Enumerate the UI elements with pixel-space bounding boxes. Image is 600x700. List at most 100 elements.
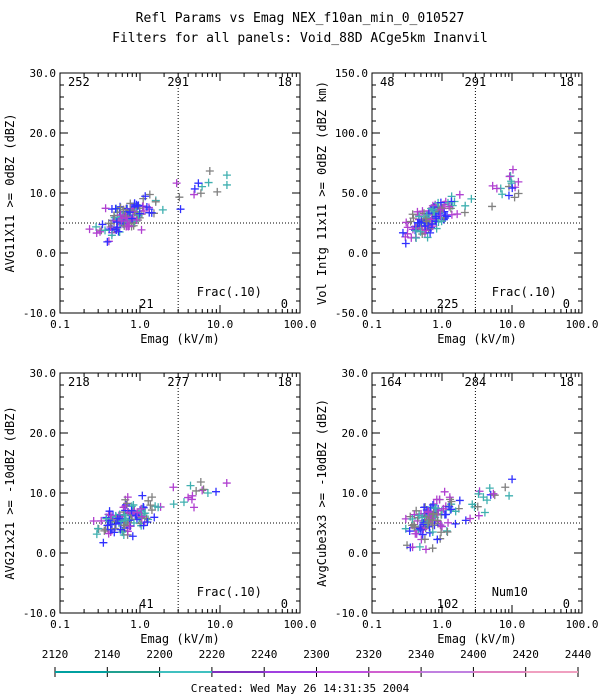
scatter-point: [445, 202, 454, 211]
y-tick-label: 30.0: [342, 367, 369, 380]
scatter-point: [488, 181, 497, 190]
count-top-left: 48: [380, 75, 394, 89]
scatter-point: [409, 214, 418, 223]
scatter-point: [158, 205, 167, 214]
scatter-point: [461, 516, 470, 525]
scatter-point: [204, 178, 213, 187]
scatter-point: [439, 504, 448, 513]
scatter-point: [433, 516, 442, 525]
scatter-point: [199, 485, 208, 494]
count-top-mid: 284: [465, 375, 487, 389]
scatter-point: [85, 225, 94, 234]
scatter-point: [121, 515, 130, 524]
scatter-point: [428, 219, 437, 228]
x-tick-label: 0.1: [362, 318, 382, 331]
scatter-point: [423, 233, 432, 242]
scatter-point: [451, 507, 460, 516]
scatter-point: [203, 489, 212, 498]
scatter-point: [147, 506, 156, 515]
scatter-point: [222, 479, 231, 488]
scatter-point: [480, 508, 489, 517]
colorbar-tick-label: 2140: [94, 648, 121, 661]
x-tick-label: 100.0: [283, 618, 316, 631]
y-tick-label: 20.0: [30, 427, 57, 440]
colorbar-tick-label: 2120: [42, 648, 69, 661]
scatter-point: [447, 497, 456, 506]
scatter-point: [143, 517, 152, 526]
scatter-point: [107, 231, 116, 240]
panel-annotation: Frac(.10): [492, 285, 557, 299]
x-axis-label: Emag (kV/m): [140, 332, 219, 346]
scatter-point: [473, 502, 482, 511]
scatter-point: [428, 521, 437, 530]
scatter-point: [139, 521, 148, 530]
x-axis-label: Emag (kV/m): [437, 332, 516, 346]
scatter-point: [446, 204, 455, 213]
figure-title: Refl Params vs Emag NEX_f10an_min_0_0105…: [136, 11, 465, 26]
scatter-point: [175, 193, 184, 202]
scatter-point: [99, 538, 108, 547]
scatter-point: [146, 501, 155, 510]
scatter-point: [468, 500, 477, 509]
scatter-point: [445, 493, 454, 502]
scatter-point: [184, 493, 193, 502]
scatter-point: [113, 514, 122, 523]
count-top-right: 18: [560, 75, 574, 89]
scatter-point: [425, 522, 434, 531]
x-tick-label: 1.0: [130, 618, 150, 631]
y-tick-label: 30.0: [30, 67, 57, 80]
scatter-point: [135, 209, 144, 218]
scatter-point: [410, 522, 419, 531]
colorbar-tick-label: 2300: [303, 648, 330, 661]
y-tick-label: -10.0: [23, 607, 56, 620]
scatter-point: [402, 218, 411, 227]
scatter-point: [127, 506, 136, 515]
count-bottom-left: 225: [437, 297, 459, 311]
scatter-point: [128, 532, 137, 541]
plot-frame: [59, 372, 301, 614]
scatter-point: [415, 542, 424, 551]
scatter-point: [408, 210, 417, 219]
colorbar-tick-label: 2220: [199, 648, 226, 661]
scatter-point: [169, 500, 178, 509]
scatter-point: [489, 489, 498, 498]
y-tick-label: 0.0: [36, 247, 56, 260]
count-bottom-left: 21: [139, 297, 153, 311]
scatter-point: [176, 205, 185, 214]
scatter-point: [103, 521, 112, 530]
scatter-point: [144, 496, 153, 505]
count-top-mid: 277: [167, 375, 189, 389]
scatter-point: [123, 499, 132, 508]
scatter-point: [151, 197, 160, 206]
scatter-point: [461, 201, 470, 210]
scatter-point: [436, 198, 445, 207]
y-axis-label: Vol Intg 11x11 >= 0dBZ (dBZ km): [315, 81, 329, 305]
scatter-point: [138, 491, 147, 500]
plot-frame: [371, 72, 583, 314]
scatter-point: [466, 514, 475, 523]
scatter-point: [141, 192, 150, 201]
scatter-point: [124, 222, 133, 231]
scatter-point: [141, 509, 150, 518]
scatter-point: [139, 206, 148, 215]
scatter-point: [194, 179, 203, 188]
x-tick-label: 1.0: [130, 318, 150, 331]
x-axis-label: Emag (kV/m): [437, 632, 516, 646]
scatter-point: [89, 517, 98, 526]
panel-annotation: Frac(.10): [197, 285, 262, 299]
scatter-point: [104, 219, 113, 228]
panel-3: 0.1 1.0 10.0 100.0 -10.0 0.0 10.0 20.0 30.0 Emag …: [3, 367, 317, 646]
count-bottom-left: 41: [139, 597, 153, 611]
scatter-point: [137, 504, 146, 513]
x-axis-label: Emag (kV/m): [140, 632, 219, 646]
x-tick-label: 0.1: [50, 318, 70, 331]
scatter-point: [100, 526, 109, 535]
scatter-point: [120, 521, 129, 530]
scatter-point: [447, 197, 456, 206]
scatter-point: [127, 515, 136, 524]
panel-1: 0.1 1.0 10.0 100.0 -10.0 0.0 10.0 20.0 30.0 Emag …: [3, 67, 317, 346]
scatter-point: [501, 483, 510, 492]
scatter-point: [418, 513, 427, 522]
count-top-left: 252: [68, 75, 90, 89]
y-tick-label: 20.0: [342, 427, 369, 440]
